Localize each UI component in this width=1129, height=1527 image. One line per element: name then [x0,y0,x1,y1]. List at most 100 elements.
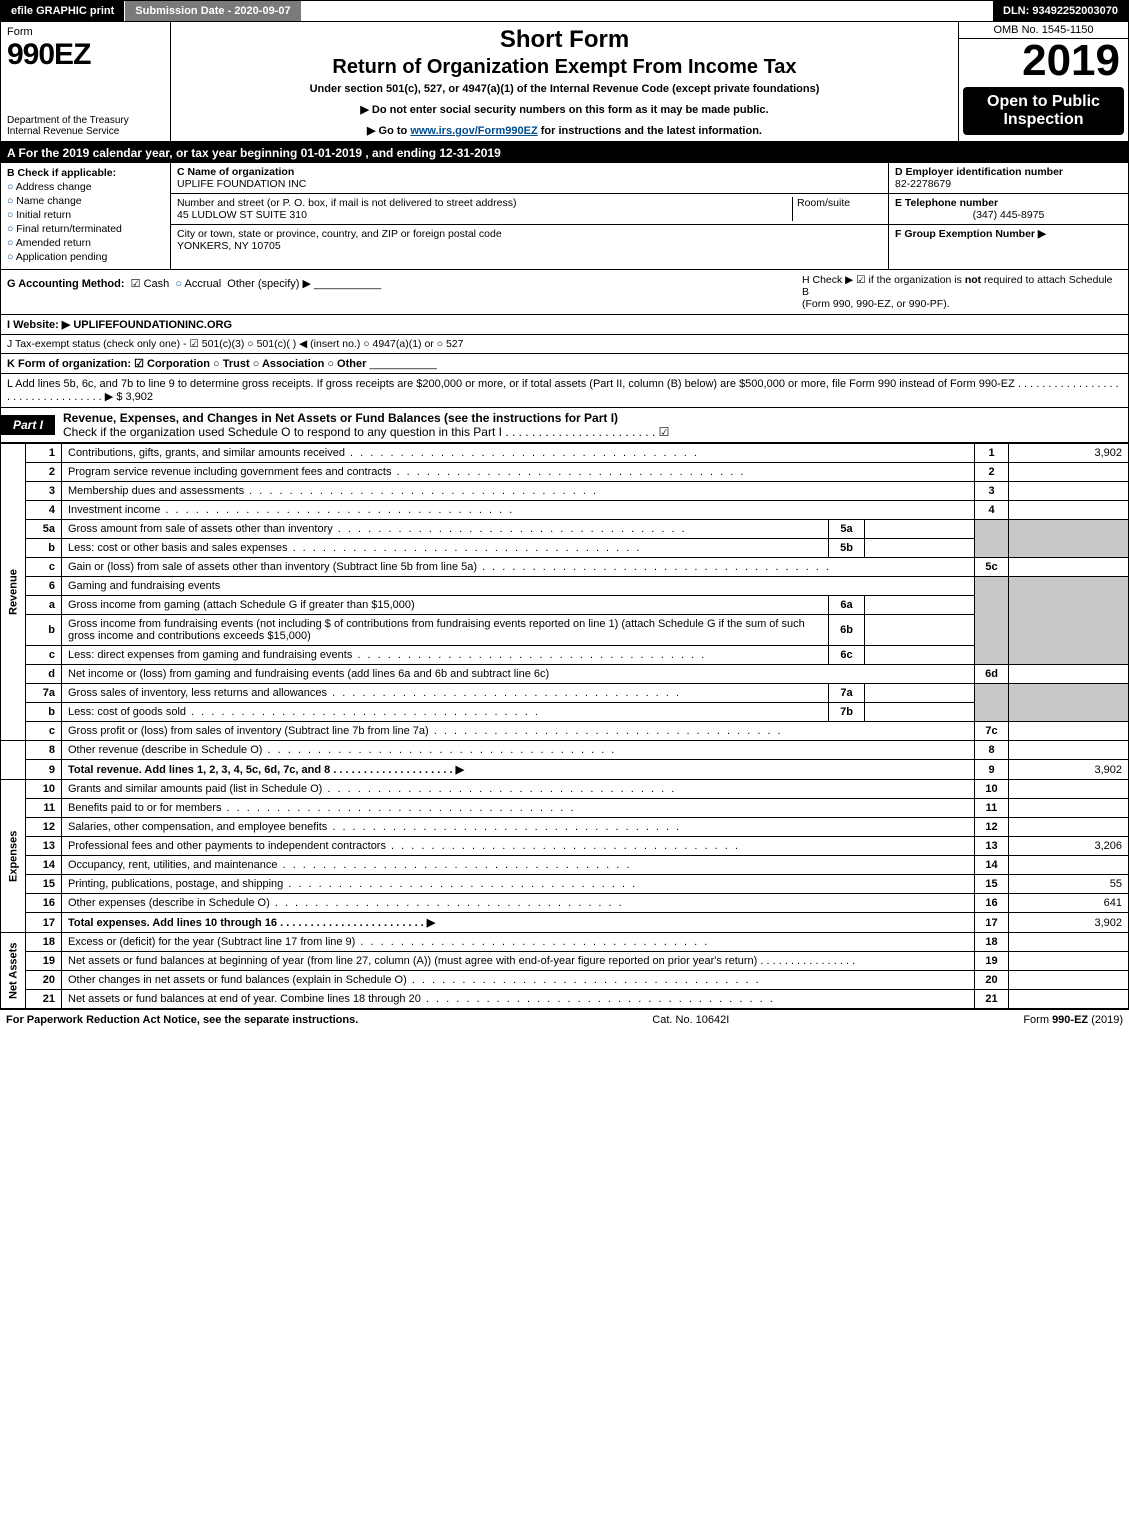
e-label: E Telephone number [895,197,998,209]
desc-18: Excess or (deficit) for the year (Subtra… [68,936,709,948]
dln-label: DLN: 93492252003070 [993,1,1128,21]
ln-15: 15 [26,875,62,894]
i-label: I Website: ▶ [7,319,70,331]
phone-value: (347) 445-8975 [973,209,1045,221]
amt-21 [1009,990,1129,1009]
subtitle-section: Under section 501(c), 527, or 4947(a)(1)… [177,83,952,95]
ln-7b: b [26,703,62,722]
desc-5a: Gross amount from sale of assets other t… [68,523,687,535]
ln-16: 16 [26,894,62,913]
amt-18 [1009,933,1129,952]
side-label-rev-cont [1,741,26,780]
ln-4: 4 [26,501,62,520]
chk-name-change[interactable]: Name change [7,195,164,207]
desc-4: Investment income [68,504,514,516]
desc-2: Program service revenue including govern… [68,466,745,478]
desc-7c: Gross profit or (loss) from sales of inv… [68,725,783,737]
amt-1: 3,902 [1009,444,1129,463]
tax-year: 2019 [959,39,1128,83]
chk-accrual[interactable]: Accrual [175,278,221,290]
desc-14: Occupancy, rent, utilities, and maintena… [68,859,631,871]
amt-17: 3,902 [1009,913,1129,933]
g-label: G Accounting Method: [7,278,125,290]
desc-12: Salaries, other compensation, and employ… [68,821,681,833]
section-c: C Name of organization UPLIFE FOUNDATION… [171,163,888,269]
rn-19: 19 [975,952,1009,971]
row-l-text: L Add lines 5b, 6c, and 7b to line 9 to … [7,378,1119,403]
ln-3: 3 [26,482,62,501]
h-not: not [965,274,981,286]
ln-2: 2 [26,463,62,482]
box-5b: 5b [829,539,865,558]
title-return-exempt: Return of Organization Exempt From Incom… [177,56,952,79]
amt-14 [1009,856,1129,875]
irs-link[interactable]: www.irs.gov/Form990EZ [410,125,537,137]
amt-12 [1009,818,1129,837]
chk-application-pending[interactable]: Application pending [7,251,164,263]
desc-3: Membership dues and assessments [68,485,598,497]
amt-13: 3,206 [1009,837,1129,856]
rn-4: 4 [975,501,1009,520]
ln-6d: d [26,665,62,684]
amt-7c [1009,722,1129,741]
g-other: Other (specify) ▶ [227,278,311,290]
efile-graphic-print-button[interactable]: efile GRAPHIC print [1,1,125,21]
ln-20: 20 [26,971,62,990]
rn-20: 20 [975,971,1009,990]
ln-5b: b [26,539,62,558]
amt-10 [1009,780,1129,799]
part1-title: Revenue, Expenses, and Changes in Net As… [55,408,1128,442]
rn-16: 16 [975,894,1009,913]
rn-7ab-grey [975,684,1009,722]
desc-6a: Gross income from gaming (attach Schedul… [62,596,829,615]
street-label: Number and street (or P. O. box, if mail… [177,197,516,209]
chk-final-return[interactable]: Final return/terminated [7,223,164,235]
desc-10: Grants and similar amounts paid (list in… [68,783,676,795]
rn-18: 18 [975,933,1009,952]
submission-date-label: Submission Date - 2020-09-07 [125,1,300,21]
chk-address-change[interactable]: Address change [7,181,164,193]
rn-14: 14 [975,856,1009,875]
amt-11 [1009,799,1129,818]
box-6c: 6c [829,646,865,665]
f-label: F Group Exemption Number ▶ [895,228,1046,240]
warning-ssn-text: Do not enter social security numbers on … [372,104,769,116]
header-left: Form 990EZ Department of the Treasury In… [1,22,171,141]
desc-7b: Less: cost of goods sold [68,706,540,718]
amt-3 [1009,482,1129,501]
ln-5a: 5a [26,520,62,539]
chk-initial-return[interactable]: Initial return [7,209,164,221]
chk-cash[interactable]: Cash [131,278,170,290]
row-g-h: H Check ▶ ☑ if the organization is not r… [0,270,1129,315]
side-label-revenue: Revenue [1,444,26,741]
box-7a: 7a [829,684,865,703]
website-value: UPLIFEFOUNDATIONINC.ORG [73,319,232,331]
ln-12: 12 [26,818,62,837]
ln-18: 18 [26,933,62,952]
box-5a: 5a [829,520,865,539]
city-label: City or town, state or province, country… [177,228,502,240]
page-footer: For Paperwork Reduction Act Notice, see … [0,1009,1129,1030]
form-number: 990EZ [7,38,90,71]
rn-2: 2 [975,463,1009,482]
rn-13: 13 [975,837,1009,856]
row-j: J Tax-exempt status (check only one) - ☑… [0,335,1129,354]
tax-year-bar: A For the 2019 calendar year, or tax yea… [0,143,1129,163]
rn-7c: 7c [975,722,1009,741]
form-word: Form [7,26,33,38]
h-text1: H Check ▶ ☑ if the organization is [802,274,965,286]
rn-3: 3 [975,482,1009,501]
chk-amended-return[interactable]: Amended return [7,237,164,249]
desc-17: Total expenses. Add lines 10 through 16 … [62,913,975,933]
ln-8: 8 [26,741,62,760]
desc-6b: Gross income from fundraising events (no… [62,615,829,646]
h-text3: (Form 990, 990-EZ, or 990-PF). [802,298,950,310]
rn-5c: 5c [975,558,1009,577]
desc-5c: Gain or (loss) from sale of assets other… [68,561,831,573]
ln-5c: c [26,558,62,577]
ein-value: 82-2278679 [895,178,951,190]
ln-17: 17 [26,913,62,933]
row-k: K Form of organization: ☑ Corporation ○ … [0,354,1129,374]
ln-11: 11 [26,799,62,818]
desc-1: Contributions, gifts, grants, and simila… [68,447,699,459]
